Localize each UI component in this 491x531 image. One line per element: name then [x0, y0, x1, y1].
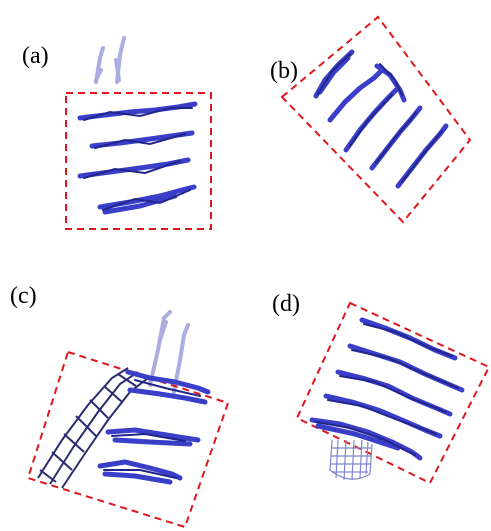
molecule — [100, 187, 194, 212]
molecule — [130, 390, 205, 402]
panel-label: (c) — [10, 283, 37, 309]
molecule — [328, 400, 436, 434]
molecule — [150, 312, 170, 385]
panel-c: (c) — [10, 283, 228, 527]
molecule — [116, 38, 124, 82]
panel-d: (d) — [272, 291, 489, 483]
molecule — [376, 113, 416, 163]
figure: (a) (b) (c) — [0, 0, 491, 531]
panel-label: (a) — [22, 43, 49, 69]
dashed-box — [282, 17, 470, 222]
panel-label: (b) — [270, 58, 298, 84]
panel-b: (b) — [270, 17, 470, 222]
molecule — [340, 376, 446, 412]
molecule — [100, 462, 180, 482]
mesh-tube — [330, 440, 372, 480]
panel-a: (a) — [22, 38, 211, 229]
molecule — [402, 131, 442, 182]
panel-label: (d) — [272, 291, 300, 317]
molecule — [96, 48, 103, 82]
